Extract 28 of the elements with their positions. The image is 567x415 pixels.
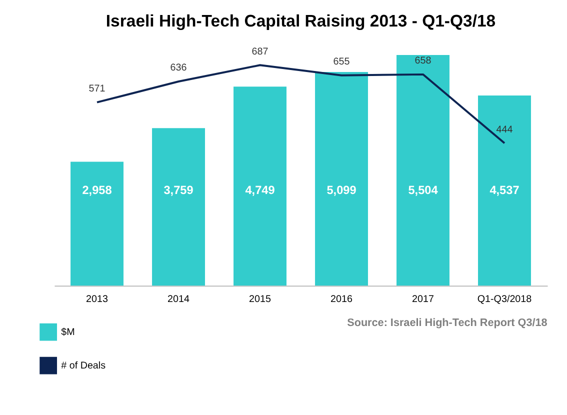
data-label: 687 — [252, 46, 268, 58]
x-tick-label: 2014 — [168, 294, 190, 305]
bar — [234, 86, 286, 286]
legend-label: $M — [61, 326, 75, 338]
data-label: 3,759 — [164, 183, 194, 198]
data-label: 655 — [333, 56, 350, 68]
chart-title: Israeli High-Tech Capital Raising 2013 - Q1-Q3/18 — [106, 11, 496, 30]
data-label: 4,749 — [245, 183, 276, 198]
data-label: 2,958 — [82, 183, 112, 198]
data-label: 5,099 — [326, 183, 357, 198]
data-label: 571 — [88, 84, 106, 95]
legend-label: # of Deals — [61, 360, 106, 372]
bar — [152, 128, 205, 286]
bar — [396, 54, 450, 286]
data-label: 658 — [414, 56, 432, 67]
x-tick-label: 2017 — [412, 294, 434, 305]
bar — [315, 72, 368, 286]
data-label: 5,504 — [408, 183, 438, 198]
data-label: 636 — [170, 62, 188, 74]
bar — [70, 162, 124, 286]
x-tick-label: 2015 — [249, 294, 272, 305]
bar — [478, 96, 531, 286]
data-label: 4,537 — [490, 183, 520, 198]
x-tick-label: Q1-Q3/2018 — [477, 294, 532, 305]
source-note: Source: Israeli High-Tech Report Q3/18 — [347, 317, 548, 330]
x-tick-label: 2016 — [330, 294, 353, 305]
x-tick-label: 2013 — [86, 294, 108, 305]
data-label: 444 — [496, 124, 514, 136]
